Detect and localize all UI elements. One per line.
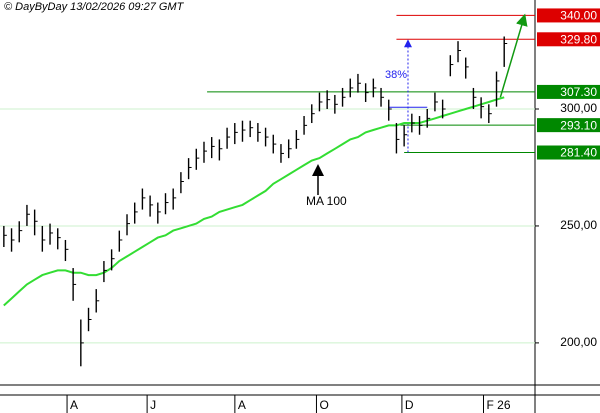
x-tick-label: F 26 xyxy=(487,398,511,412)
x-tick-label: D xyxy=(405,398,414,412)
level-box xyxy=(537,145,600,160)
level-label: 281.40 xyxy=(560,146,597,160)
level-label: 329.80 xyxy=(560,32,597,46)
y-tick-label: 250,00 xyxy=(560,218,597,232)
target-arrow xyxy=(499,13,528,98)
level-box xyxy=(537,84,600,99)
level-box xyxy=(537,32,600,47)
y-tick-label: 300,00 xyxy=(560,101,597,115)
x-tick-label: J xyxy=(150,398,156,412)
level-label: 340.00 xyxy=(560,9,597,23)
x-tick-label: A xyxy=(70,398,78,412)
annotation: 38% xyxy=(385,69,407,81)
level-label: 293.10 xyxy=(560,118,597,132)
ma-line xyxy=(3,96,505,307)
level-box xyxy=(537,8,600,23)
x-tick-label: O xyxy=(319,398,328,412)
annotation: MA 100 xyxy=(306,194,347,208)
chart-title: © DayByDay 13/02/2026 09:27 GMT xyxy=(4,1,185,13)
level-label: 307.30 xyxy=(560,85,597,99)
x-tick-label: A xyxy=(238,398,246,412)
y-tick-label: 200,00 xyxy=(560,335,597,349)
level-box xyxy=(537,118,600,133)
